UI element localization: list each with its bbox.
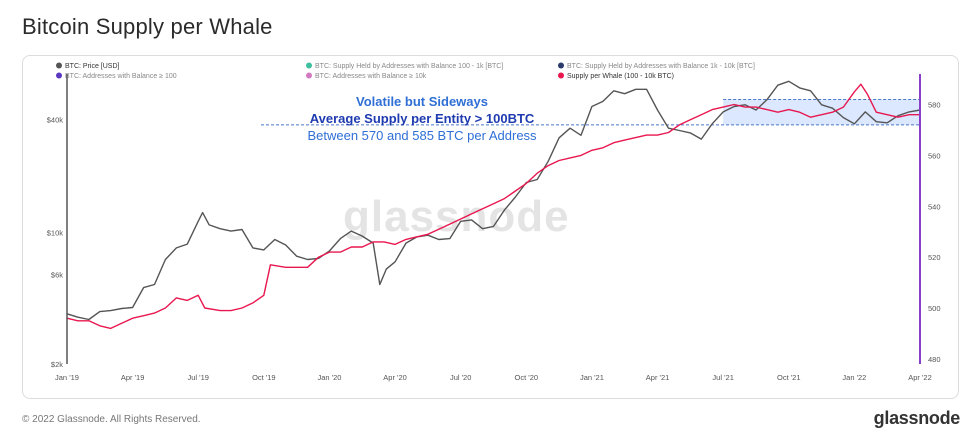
- legend-label-2: BTC: Supply Held by Addresses with Balan…: [567, 63, 755, 70]
- x-tick-label: Oct '21: [777, 373, 801, 382]
- legend-marker-4: [306, 72, 312, 79]
- chart-legend: BTC: Price [USD] BTC: Supply Held by Addr…: [56, 62, 755, 80]
- chart-svg: BTC: Price [USD] BTC: Supply Held by Addr…: [47, 62, 941, 382]
- chart-frame: BTC: Price [USD] BTC: Supply Held by Addr…: [22, 55, 959, 399]
- legend-marker-0: [56, 62, 62, 69]
- x-tick-label: Oct '19: [252, 373, 276, 382]
- x-tick-label: Oct '20: [515, 373, 539, 382]
- legend-label-4: BTC: Addresses with Balance ≥ 10k: [315, 73, 427, 80]
- series-line-btc-price: [66, 80, 921, 321]
- watermark-text: glassnode: [343, 192, 570, 241]
- annotation-line-1: Volatile but Sideways: [356, 94, 488, 109]
- y-right-tick-label: 500: [928, 304, 941, 313]
- y-right-tick-label: 540: [928, 202, 941, 211]
- y-right-tick-label: 520: [928, 253, 941, 262]
- legend-label-5: Supply per Whale (100 - 10k BTC): [567, 73, 674, 80]
- y-left-tick-label: $10k: [47, 229, 64, 238]
- series-line-supply-per-whale: [66, 83, 920, 330]
- legend-label-1: BTC: Supply Held by Addresses with Balan…: [315, 63, 503, 70]
- legend-label-3: BTC: Addresses with Balance ≥ 100: [65, 73, 177, 80]
- x-tick-label: Jul '19: [188, 373, 209, 382]
- page-title: Bitcoin Supply per Whale: [22, 14, 273, 39]
- y-right-tick-label: 560: [928, 151, 941, 160]
- footer-brand-logo: glassnode: [873, 408, 961, 428]
- x-tick-label: Jul '21: [712, 373, 733, 382]
- x-tick-label: Apr '20: [383, 373, 407, 382]
- x-tick-label: Jan '22: [842, 373, 866, 382]
- footer-copyright: © 2022 Glassnode. All Rights Reserved.: [22, 414, 201, 425]
- legend-marker-2: [558, 62, 564, 69]
- legend-label-0: BTC: Price [USD]: [65, 63, 120, 70]
- legend-marker-5: [558, 72, 564, 79]
- x-tick-label: Jan '19: [55, 373, 79, 382]
- x-tick-label: Apr '19: [121, 373, 145, 382]
- y-right-tick-label: 480: [928, 355, 941, 364]
- y-left-tick-label: $6k: [51, 270, 63, 279]
- x-tick-label: Jul '20: [450, 373, 471, 382]
- annotation-line-3: Between 570 and 585 BTC per Address: [307, 128, 537, 143]
- legend-marker-1: [306, 62, 312, 69]
- x-tick-label: Apr '21: [646, 373, 670, 382]
- x-tick-label: Jan '21: [580, 373, 604, 382]
- x-tick-label: Apr '22: [908, 373, 932, 382]
- y-right-tick-label: 580: [928, 101, 941, 110]
- annotation-line-2: Average Supply per Entity > 100BTC: [310, 111, 535, 126]
- y-left-tick-label: $40k: [47, 116, 64, 125]
- legend-marker-3: [56, 72, 62, 79]
- y-left-tick-label: $2k: [51, 360, 63, 369]
- x-tick-label: Jan '20: [317, 373, 341, 382]
